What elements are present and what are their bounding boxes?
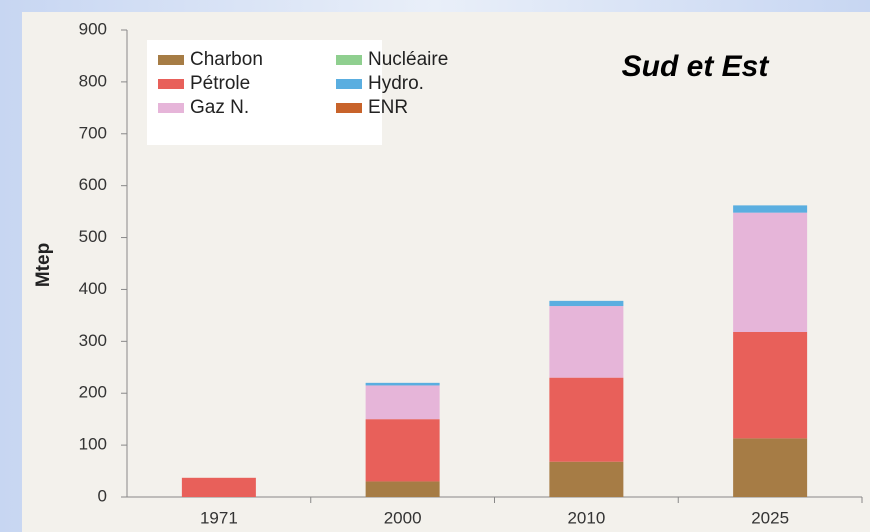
legend-swatch — [158, 79, 184, 89]
y-tick-label: 700 — [79, 123, 107, 142]
bar-segment — [733, 331, 808, 439]
bar-segment — [181, 477, 256, 497]
legend-swatch — [158, 55, 184, 65]
x-tick-label: 1971 — [200, 508, 238, 527]
legend-swatch — [158, 103, 184, 113]
y-tick-label: 600 — [79, 175, 107, 194]
chart-title: Sud et Est — [622, 50, 771, 83]
y-tick-label: 900 — [79, 19, 107, 38]
y-axis-label: Mtep — [33, 243, 54, 287]
bar-segment — [365, 419, 440, 482]
bar-segment — [365, 481, 440, 497]
bar-segment — [549, 306, 624, 378]
bar-segment — [365, 382, 440, 386]
legend-label: Pétrole — [190, 73, 250, 94]
bar-segment — [733, 438, 808, 497]
legend-label: ENR — [368, 97, 408, 118]
bar-segment — [549, 377, 624, 462]
legend-swatch — [336, 79, 362, 89]
bar-segment — [365, 385, 440, 420]
y-tick-label: 300 — [79, 331, 107, 350]
x-tick-label: 2010 — [567, 508, 605, 527]
y-tick-label: 0 — [98, 486, 107, 505]
y-tick-label: 100 — [79, 435, 107, 454]
y-tick-label: 200 — [79, 383, 107, 402]
legend-label: Gaz N. — [190, 97, 249, 118]
bar-segment — [549, 300, 624, 307]
y-tick-label: 800 — [79, 71, 107, 90]
legend-swatch — [336, 103, 362, 113]
y-tick-label: 400 — [79, 279, 107, 298]
x-tick-label: 2000 — [384, 508, 422, 527]
legend-label: Hydro. — [368, 73, 424, 94]
legend-label: Nucléaire — [368, 49, 448, 70]
y-tick-label: 500 — [79, 227, 107, 246]
bar-segment — [733, 205, 808, 213]
x-tick-label: 2025 — [751, 508, 789, 527]
bar-segment — [549, 461, 624, 497]
legend-swatch — [336, 55, 362, 65]
legend-label: Charbon — [190, 49, 263, 70]
bar-segment — [733, 212, 808, 332]
